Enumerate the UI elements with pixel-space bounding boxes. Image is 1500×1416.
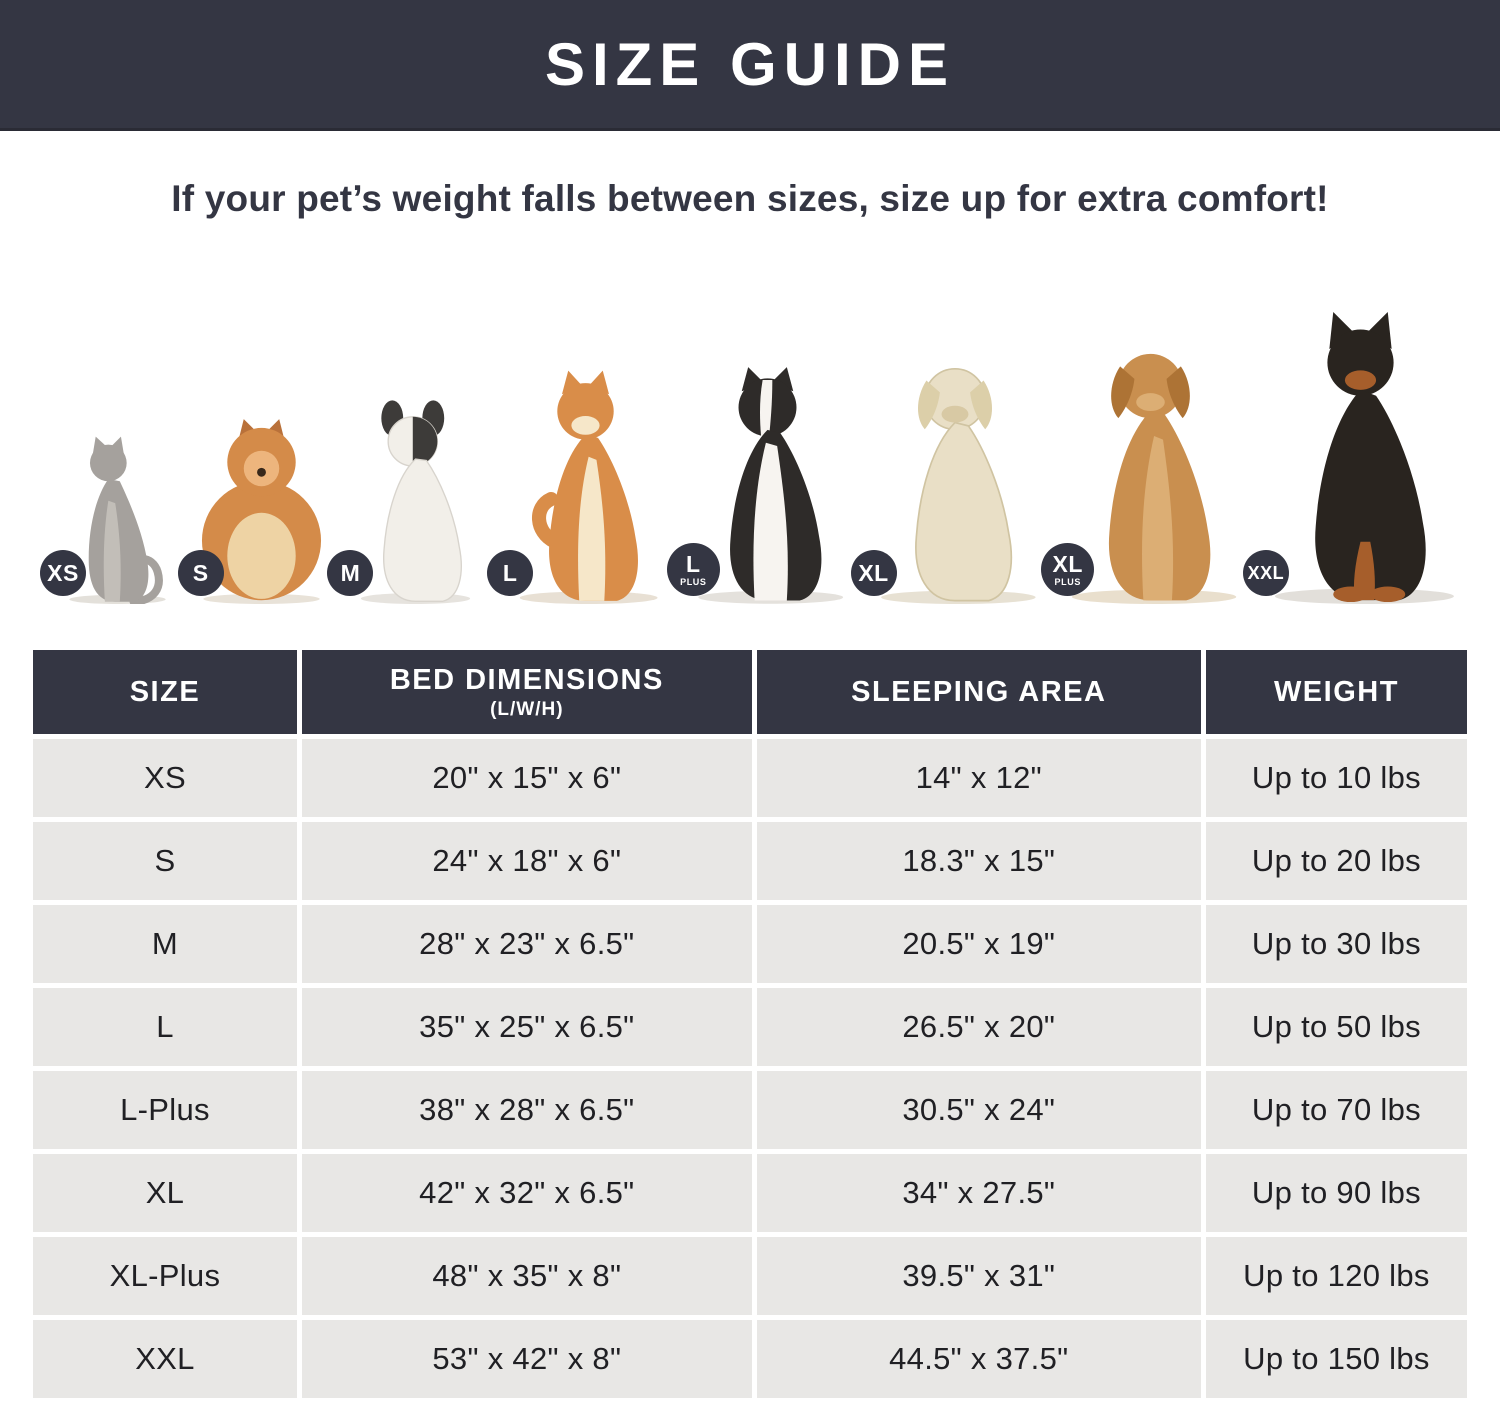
cell-bed-dimensions: 35" x 25" x 6.5" xyxy=(301,988,752,1066)
size-guide-table: SIZE BED DIMENSIONS (L/W/H) SLEEPING ARE… xyxy=(28,645,1472,1403)
cell-sleeping-area: 39.5" x 31" xyxy=(756,1237,1201,1315)
cat-illustration xyxy=(69,436,166,604)
cell-bed-dimensions: 38" x 28" x 6.5" xyxy=(301,1071,752,1149)
table-row: XXL 53" x 42" x 8" 44.5" x 37.5" Up to 1… xyxy=(33,1320,1467,1398)
column-header-weight: WEIGHT xyxy=(1205,650,1467,734)
pet-figure-s: S xyxy=(177,414,325,604)
cell-weight: Up to 70 lbs xyxy=(1205,1071,1467,1149)
table-row: L-Plus 38" x 28" x 6.5" 30.5" x 24" Up t… xyxy=(33,1071,1467,1149)
size-badge-label: L xyxy=(686,550,701,577)
cell-weight: Up to 30 lbs xyxy=(1205,905,1467,983)
column-header-bed-dimensions: BED DIMENSIONS (L/W/H) xyxy=(301,650,752,734)
size-badge-sublabel: PLUS xyxy=(680,576,707,587)
pet-figure-l: L xyxy=(487,369,664,604)
cell-sleeping-area: 34" x 27.5" xyxy=(756,1154,1201,1232)
cell-bed-dimensions: 42" x 32" x 6.5" xyxy=(301,1154,752,1232)
size-badge-xxl: XXL xyxy=(1242,550,1289,596)
pet-size-lineup: XS S M xyxy=(0,302,1500,610)
pomeranian-illustration xyxy=(201,419,321,604)
size-badge-label: M xyxy=(340,559,361,586)
cell-weight: Up to 120 lbs xyxy=(1205,1237,1467,1315)
cell-sleeping-area: 44.5" x 37.5" xyxy=(756,1320,1201,1398)
labrador-illustration xyxy=(880,367,1036,604)
border-collie-illustration xyxy=(698,367,843,604)
size-badge-m: M xyxy=(327,550,374,596)
cell-weight: Up to 150 lbs xyxy=(1205,1320,1467,1398)
size-badge-label: XL xyxy=(858,559,889,586)
table-row: XL 42" x 32" x 6.5" 34" x 27.5" Up to 90… xyxy=(33,1154,1467,1232)
cell-size: XL-Plus xyxy=(33,1237,297,1315)
cell-weight: Up to 90 lbs xyxy=(1205,1154,1467,1232)
cell-weight: Up to 20 lbs xyxy=(1205,822,1467,900)
cell-size: XL xyxy=(33,1154,297,1232)
cell-sleeping-area: 18.3" x 15" xyxy=(756,822,1201,900)
header-banner: SIZE GUIDE xyxy=(0,0,1500,131)
cell-size: L xyxy=(33,988,297,1066)
cell-size: XXL xyxy=(33,1320,297,1398)
table-row: XS 20" x 15" x 6" 14" x 12" Up to 10 lbs xyxy=(33,739,1467,817)
table-row: M 28" x 23" x 6.5" 20.5" x 19" Up to 30 … xyxy=(33,905,1467,983)
subtitle: If your pet’s weight falls between sizes… xyxy=(171,178,1329,219)
pet-figure-xxl: XXL xyxy=(1242,312,1458,604)
size-badge-label: S xyxy=(192,559,209,586)
french-bulldog-illustration xyxy=(361,400,471,604)
shiba-inu-illustration xyxy=(519,370,658,604)
table-row: L 35" x 25" x 6.5" 26.5" x 20" Up to 50 … xyxy=(33,988,1467,1066)
golden-retriever-illustration xyxy=(1072,353,1237,604)
cell-bed-dimensions: 28" x 23" x 6.5" xyxy=(301,905,752,983)
pet-figure-m: M xyxy=(327,399,484,604)
cell-size: XS xyxy=(33,739,297,817)
size-badge-xl: XL xyxy=(850,550,897,596)
cell-sleeping-area: 30.5" x 24" xyxy=(756,1071,1201,1149)
cell-size: M xyxy=(33,905,297,983)
size-badge-s: S xyxy=(177,550,224,596)
cell-sleeping-area: 26.5" x 20" xyxy=(756,988,1201,1066)
size-badge-label: L xyxy=(502,559,518,586)
size-badge-l: L xyxy=(487,550,534,596)
size-badge-label: XXL xyxy=(1247,563,1285,583)
pet-figure-xl-plus: XL PLUS xyxy=(1041,336,1240,604)
column-header-sleeping-area: SLEEPING AREA xyxy=(756,650,1201,734)
table-row: S 24" x 18" x 6" 18.3" x 15" Up to 20 lb… xyxy=(33,822,1467,900)
cell-bed-dimensions: 48" x 35" x 8" xyxy=(301,1237,752,1315)
cell-bed-dimensions: 20" x 15" x 6" xyxy=(301,739,752,817)
size-badge-xs: XS xyxy=(40,550,86,596)
doberman-illustration xyxy=(1274,312,1454,604)
pet-figure-xs: XS xyxy=(40,432,175,604)
size-badge-l-plus: L PLUS xyxy=(666,543,720,596)
pet-figure-l-plus: L PLUS xyxy=(666,362,848,604)
pet-figure-xl: XL xyxy=(850,352,1039,604)
cell-sleeping-area: 14" x 12" xyxy=(756,739,1201,817)
size-badge-xl-plus: XL PLUS xyxy=(1041,543,1095,596)
size-badge-sublabel: PLUS xyxy=(1054,576,1081,587)
cell-bed-dimensions: 24" x 18" x 6" xyxy=(301,822,752,900)
size-badge-label: XS xyxy=(47,559,79,586)
column-header-size: SIZE xyxy=(33,650,297,734)
cell-sleeping-area: 20.5" x 19" xyxy=(756,905,1201,983)
size-badge-label: XL xyxy=(1052,550,1083,577)
table-header-row: SIZE BED DIMENSIONS (L/W/H) SLEEPING ARE… xyxy=(33,650,1467,734)
page-title: SIZE GUIDE xyxy=(544,30,956,98)
table-row: XL-Plus 48" x 35" x 8" 39.5" x 31" Up to… xyxy=(33,1237,1467,1315)
cell-size: S xyxy=(33,822,297,900)
cell-size: L-Plus xyxy=(33,1071,297,1149)
cell-weight: Up to 10 lbs xyxy=(1205,739,1467,817)
cell-bed-dimensions: 53" x 42" x 8" xyxy=(301,1320,752,1398)
cell-weight: Up to 50 lbs xyxy=(1205,988,1467,1066)
